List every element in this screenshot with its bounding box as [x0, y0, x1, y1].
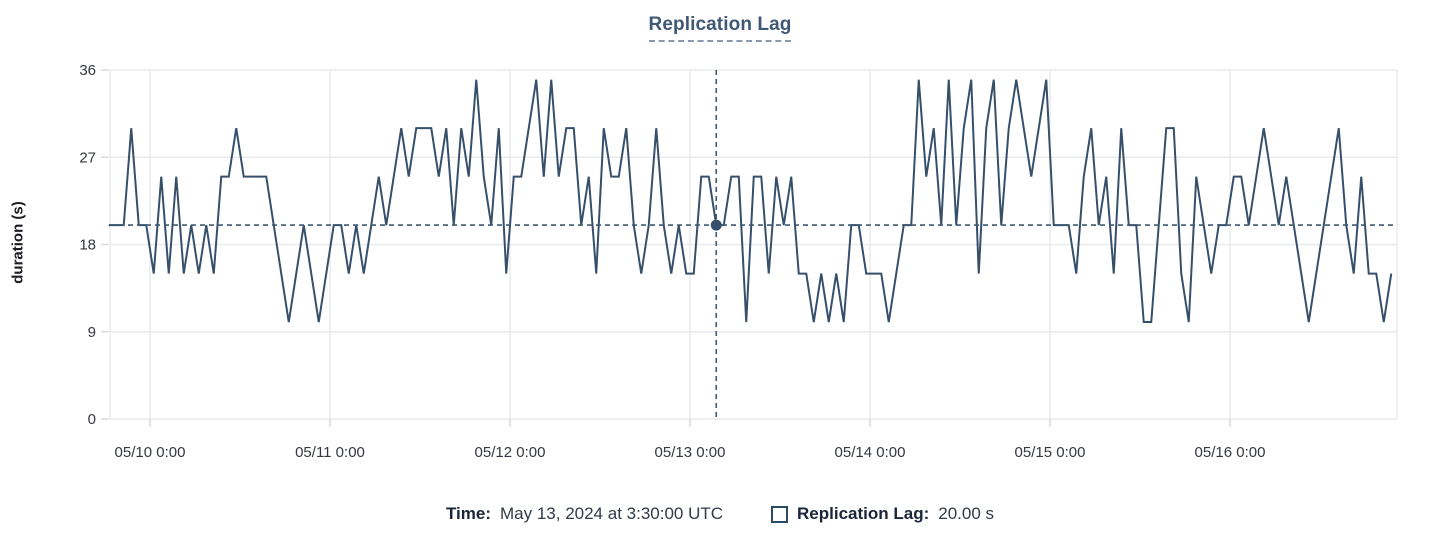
plot-area[interactable]: 0 9 18 27 36 05/10 0:00 05/11 0:00 05/12 0:00 05…	[0, 0, 1440, 500]
chart-title[interactable]: Replication Lag	[648, 14, 792, 42]
y-tick-label: 18	[79, 237, 96, 254]
series-line-replication-lag	[108, 79, 1393, 324]
y-tick-label: 36	[79, 62, 96, 79]
x-tick-label: 05/13 0:00	[655, 444, 726, 461]
crosshair-point[interactable]	[710, 219, 722, 231]
series-readout: Replication Lag: 20.00 s	[771, 504, 994, 524]
y-tick-label: 27	[79, 149, 96, 166]
x-tick-label: 05/12 0:00	[475, 444, 546, 461]
time-label: Time:	[445, 504, 491, 523]
series-label: Replication Lag:	[797, 504, 930, 523]
x-tick-label: 05/15 0:00	[1015, 444, 1086, 461]
x-tick-label: 05/16 0:00	[1195, 444, 1266, 461]
x-tick-label: 05/14 0:00	[835, 444, 906, 461]
crosshair-readout: Time: May 13, 2024 at 3:30:00 UTC Replic…	[0, 504, 1440, 524]
x-tick-label: 05/11 0:00	[295, 444, 365, 461]
series-swatch-icon	[771, 505, 789, 523]
time-value: May 13, 2024 at 3:30:00 UTC	[500, 504, 724, 523]
series-value: 20.00 s	[938, 504, 995, 523]
chart-header: Replication Lag	[0, 14, 1440, 42]
y-tick-label: 9	[88, 324, 96, 341]
x-tick-label: 05/10 0:00	[115, 444, 186, 461]
y-tick-label: 0	[88, 411, 96, 428]
time-readout: Time: May 13, 2024 at 3:30:00 UTC	[446, 504, 723, 524]
